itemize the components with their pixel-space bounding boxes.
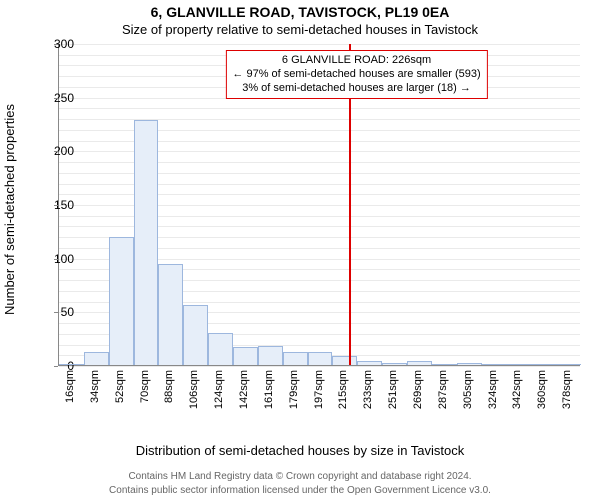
histogram-bar: [357, 361, 382, 365]
histogram-bar: [407, 361, 432, 365]
y-tick-mark: [54, 151, 58, 152]
histogram-bar: [208, 333, 233, 365]
footer-line1: Contains HM Land Registry data © Crown c…: [0, 471, 600, 482]
histogram-bar: [183, 305, 208, 365]
x-tick-label: 251sqm: [387, 370, 399, 430]
chart-title-address: 6, GLANVILLE ROAD, TAVISTOCK, PL19 0EA: [0, 4, 600, 20]
x-tick-label: 88sqm: [163, 370, 175, 430]
x-tick-label: 269sqm: [412, 370, 424, 430]
x-tick-label: 360sqm: [536, 370, 548, 430]
x-tick-label: 305sqm: [462, 370, 474, 430]
histogram-bar: [308, 352, 333, 365]
chart-container: 6, GLANVILLE ROAD, TAVISTOCK, PL19 0EA S…: [0, 0, 600, 500]
x-axis-label: Distribution of semi-detached houses by …: [0, 443, 600, 458]
x-tick-label: 16sqm: [64, 370, 76, 430]
x-tick-label: 342sqm: [511, 370, 523, 430]
chart-subtitle: Size of property relative to semi-detach…: [0, 22, 600, 37]
y-tick-mark: [54, 312, 58, 313]
histogram-bar: [258, 346, 283, 365]
x-tick-label: 324sqm: [487, 370, 499, 430]
x-tick-label: 378sqm: [561, 370, 573, 430]
x-tick-label: 52sqm: [114, 370, 126, 430]
annotation-box: 6 GLANVILLE ROAD: 226sqm ← 97% of semi-d…: [225, 50, 487, 99]
annotation-line1: 6 GLANVILLE ROAD: 226sqm: [232, 54, 480, 68]
y-tick-mark: [54, 98, 58, 99]
histogram-bar: [506, 364, 531, 365]
y-axis-label: Number of semi-detached properties: [2, 104, 17, 315]
histogram-bar: [84, 352, 109, 365]
gridline: [59, 44, 580, 45]
histogram-bar: [332, 356, 357, 365]
plot-area: 6 GLANVILLE ROAD: 226sqm ← 97% of semi-d…: [58, 44, 580, 366]
x-tick-label: 215sqm: [337, 370, 349, 430]
gridline: [59, 108, 580, 109]
x-tick-label: 142sqm: [238, 370, 250, 430]
x-tick-label: 287sqm: [437, 370, 449, 430]
x-tick-label: 161sqm: [263, 370, 275, 430]
histogram-bar: [556, 364, 581, 365]
histogram-bar: [109, 237, 134, 365]
x-tick-label: 34sqm: [89, 370, 101, 430]
footer-line2: Contains public sector information licen…: [0, 485, 600, 496]
histogram-bar: [382, 363, 407, 365]
histogram-bar: [283, 352, 308, 365]
x-tick-label: 106sqm: [188, 370, 200, 430]
y-tick-mark: [54, 259, 58, 260]
x-tick-label: 70sqm: [139, 370, 151, 430]
x-tick-label: 233sqm: [362, 370, 374, 430]
annotation-line2: ← 97% of semi-detached houses are smalle…: [232, 68, 480, 82]
histogram-bar: [59, 364, 84, 365]
histogram-bar: [531, 364, 556, 365]
histogram-bar: [158, 264, 183, 365]
x-tick-label: 179sqm: [288, 370, 300, 430]
histogram-bar: [432, 364, 457, 365]
histogram-bar: [482, 364, 507, 365]
histogram-bar: [457, 363, 482, 365]
annotation-line3: 3% of semi-detached houses are larger (1…: [232, 82, 480, 96]
gridline: [59, 366, 580, 367]
x-tick-label: 124sqm: [213, 370, 225, 430]
histogram-bar: [233, 347, 258, 365]
x-tick-label: 197sqm: [313, 370, 325, 430]
y-tick-mark: [54, 44, 58, 45]
histogram-bar: [134, 120, 159, 365]
y-tick-mark: [54, 366, 58, 367]
y-tick-mark: [54, 205, 58, 206]
